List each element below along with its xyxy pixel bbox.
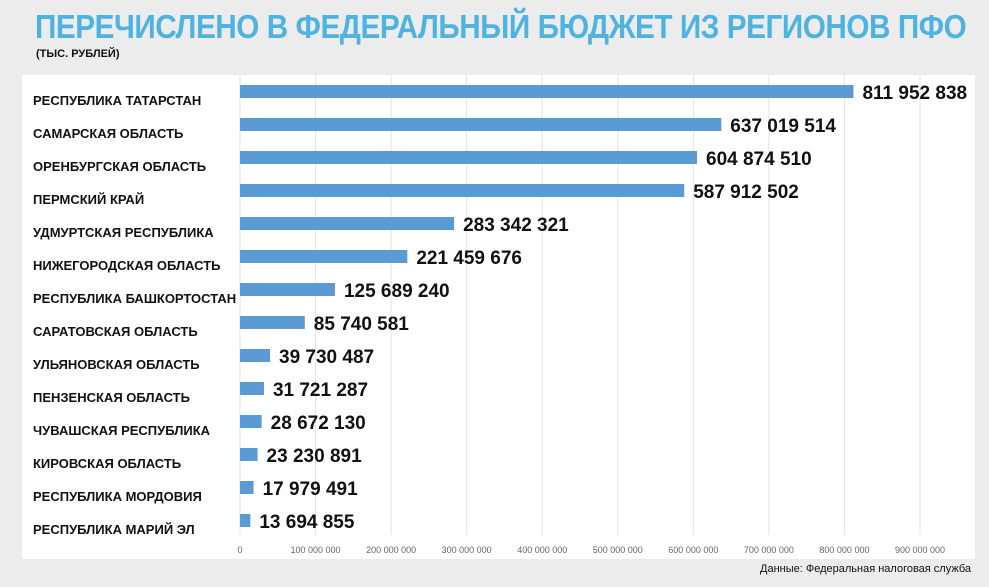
bar [240, 382, 264, 395]
bar [240, 514, 251, 527]
bar [240, 283, 335, 296]
value-label: 637 019 514 [730, 116, 836, 137]
bar [240, 349, 271, 362]
category-label: ЧУВАШСКАЯ РЕСПУБЛИКА [33, 423, 211, 438]
value-label: 39 730 487 [279, 347, 374, 368]
chart-title: ПЕРЕЧИСЛЕНО В ФЕДЕРАЛЬНЫЙ БЮДЖЕТ ИЗ РЕГИ… [35, 8, 967, 45]
category-label: ПЕРМСКИЙ КРАЙ [33, 192, 144, 207]
bar [240, 85, 854, 98]
category-label: НИЖЕГОРОДСКАЯ ОБЛАСТЬ [33, 258, 221, 273]
bar [240, 250, 408, 263]
x-tick-label: 100 000 000 [291, 545, 341, 555]
category-label: РЕСПУБЛИКА БАШКОРТОСТАН [33, 291, 236, 306]
x-tick-label: 200 000 000 [366, 545, 416, 555]
bar [240, 118, 722, 131]
source-note: Данные: Федеральная налоговая служба [760, 563, 971, 575]
value-label: 587 912 502 [693, 182, 799, 203]
bar [240, 184, 685, 197]
chart-subtitle: (ТЫС. РУБЛЕЙ) [36, 48, 120, 60]
category-label: КИРОВСКАЯ ОБЛАСТЬ [33, 456, 181, 471]
category-label: УЛЬЯНОВСКАЯ ОБЛАСТЬ [33, 357, 200, 372]
value-label: 283 342 321 [463, 215, 569, 236]
bar [240, 481, 254, 494]
value-label: 17 979 491 [263, 479, 359, 500]
category-label: УДМУРТСКАЯ РЕСПУБЛИКА [33, 225, 214, 240]
bar [240, 151, 698, 164]
x-tick-label: 600 000 000 [668, 545, 718, 555]
x-tick-label: 900 000 000 [895, 545, 945, 555]
value-label: 31 721 287 [273, 380, 368, 401]
x-tick-label: 400 000 000 [517, 545, 567, 555]
category-label: САРАТОВСКАЯ ОБЛАСТЬ [33, 324, 198, 339]
x-tick-label: 800 000 000 [819, 545, 869, 555]
value-label: 85 740 581 [314, 314, 410, 335]
x-tick-label: 300 000 000 [442, 545, 492, 555]
category-label: ОРЕНБУРГСКАЯ ОБЛАСТЬ [33, 159, 206, 174]
x-tick-label: 0 [237, 545, 242, 555]
value-label: 811 952 838 [862, 83, 967, 104]
value-label: 221 459 676 [416, 248, 522, 269]
bar [240, 316, 305, 329]
category-label: РЕСПУБЛИКА МОРДОВИЯ [33, 489, 202, 504]
value-label: 604 874 510 [706, 149, 812, 170]
bar [240, 448, 258, 461]
category-label: РЕСПУБЛИКА ТАТАРСТАН [33, 93, 201, 108]
value-label: 125 689 240 [344, 281, 450, 302]
bar [240, 415, 262, 428]
value-label: 13 694 855 [259, 512, 355, 533]
bar [240, 217, 455, 230]
category-label: РЕСПУБЛИКА МАРИЙ ЭЛ [33, 522, 195, 537]
category-label: ПЕНЗЕНСКАЯ ОБЛАСТЬ [33, 390, 190, 405]
x-tick-label: 500 000 000 [593, 545, 643, 555]
category-label: САМАРСКАЯ ОБЛАСТЬ [33, 126, 183, 141]
value-label: 23 230 891 [267, 446, 363, 467]
value-label: 28 672 130 [271, 413, 366, 434]
x-tick-label: 700 000 000 [744, 545, 794, 555]
